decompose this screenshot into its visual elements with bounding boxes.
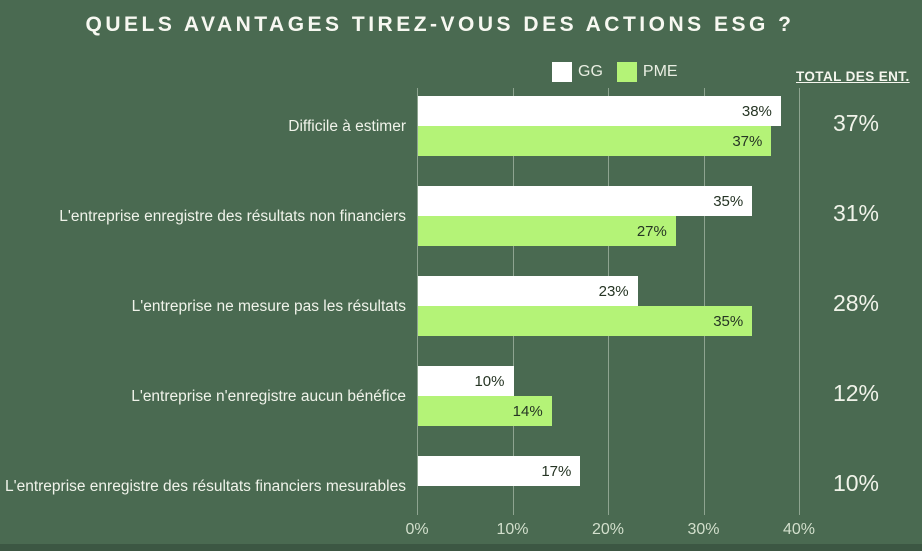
category-label: L'entreprise ne mesure pas les résultats — [131, 298, 406, 315]
bar-value-label: 23% — [598, 282, 629, 300]
x-tick-label: 30% — [687, 521, 720, 538]
category-label: L'entreprise enregistre des résultats fi… — [5, 478, 406, 495]
bar-value-label: 35% — [713, 192, 744, 210]
x-tick-label: 0% — [405, 521, 429, 538]
chart-title: QUELS AVANTAGES TIREZ-VOUS DES ACTIONS E… — [85, 13, 795, 36]
legend-item-pme: PME — [616, 62, 678, 82]
bar-pme: 14% — [418, 396, 552, 426]
bar-pme: 27% — [418, 216, 676, 246]
gridline — [417, 88, 418, 515]
total-value: 10% — [832, 470, 880, 496]
category-label: L'entreprise enregistre des résultats no… — [59, 208, 406, 225]
legend-swatch-gg — [552, 62, 572, 82]
gridline — [799, 88, 800, 515]
bar-gg: 17% — [418, 456, 581, 486]
bottom-strip — [0, 544, 922, 551]
bar-gg: 23% — [418, 276, 638, 306]
bar-value-label: 38% — [741, 102, 772, 120]
category-label: L'entreprise n'enregistre aucun bénéfice — [131, 388, 406, 405]
legend-label: GG — [578, 63, 603, 80]
legend: GG PME — [552, 62, 678, 82]
total-value: 37% — [832, 110, 880, 136]
bar-gg: 38% — [418, 96, 781, 126]
legend-swatch-pme — [616, 62, 637, 82]
total-value: 31% — [832, 200, 880, 226]
bar-value-label: 27% — [636, 222, 667, 240]
legend-item-gg: GG — [552, 62, 603, 82]
total-value: 12% — [832, 380, 880, 406]
bar-pme: 37% — [418, 126, 772, 156]
bar-value-label: 17% — [541, 462, 572, 480]
category-label: Difficile à estimer — [288, 118, 406, 135]
legend-label: PME — [642, 63, 678, 80]
bar-gg: 35% — [418, 186, 753, 216]
bar-pme: 35% — [418, 306, 753, 336]
bar-gg: 10% — [418, 366, 514, 396]
gridline — [703, 88, 705, 515]
x-tick-label: 10% — [496, 521, 529, 538]
x-tick-label: 20% — [591, 521, 625, 538]
total-value: 28% — [832, 290, 880, 316]
bar-value-label: 14% — [512, 402, 543, 420]
bar-value-label: 10% — [474, 372, 505, 390]
bar-value-label: 35% — [713, 312, 744, 330]
bar-value-label: 37% — [732, 132, 763, 150]
x-tick-label: 40% — [782, 521, 816, 538]
total-column-header: TOTAL DES ENT. — [796, 69, 910, 84]
